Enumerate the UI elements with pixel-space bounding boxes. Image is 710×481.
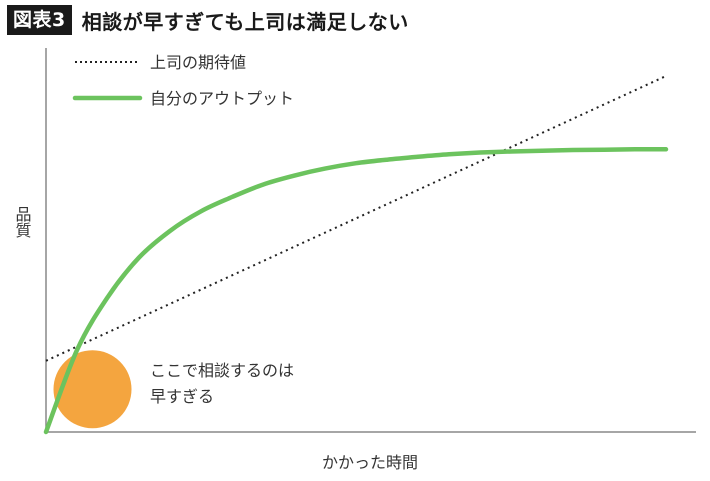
figure-badge: 図表3 [7,5,72,35]
figure-title: 相談が早すぎても上司は満足しない [81,9,409,34]
legend-label-own-output: 自分のアウトプット [150,89,294,108]
legend-label-boss-expectation: 上司の期待値 [150,53,246,72]
series-line-own-output [43,147,669,435]
too-early-marker [53,350,132,429]
annotation-line-2: 早すぎる [150,387,214,406]
y-axis-label: 品質 [13,206,32,238]
legend: 上司の期待値 自分のアウトプット [72,53,294,108]
x-axis-label: かかった時間 [322,453,418,472]
series-line-boss-expectation [45,75,667,362]
annotation-line-1: ここで相談するのは [150,361,294,380]
figure-header: 図表3 相談が早すぎても上司は満足しない [7,5,409,35]
